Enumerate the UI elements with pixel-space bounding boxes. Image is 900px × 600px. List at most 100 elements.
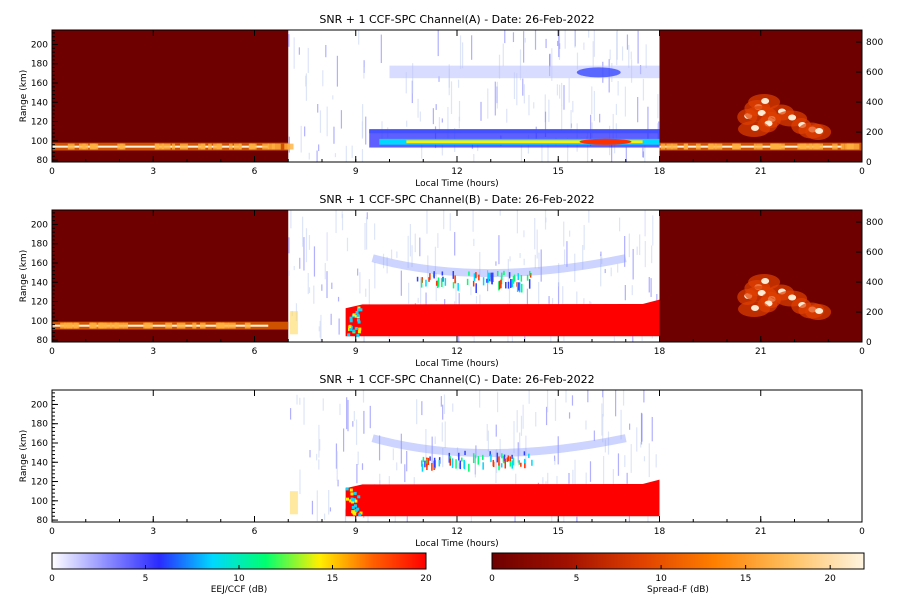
arc-echo-cell [526, 274, 529, 281]
noise-streak [544, 94, 546, 123]
arc-echo-cell [518, 460, 521, 465]
noise-streak [622, 390, 625, 406]
noise-streak [624, 86, 626, 117]
noise-streak [516, 210, 519, 234]
noise-streak [504, 30, 506, 44]
arc-echo-cell [528, 279, 531, 289]
noise-streak [540, 249, 542, 282]
noise-streak [343, 428, 345, 452]
x-tick-label: 3 [150, 167, 156, 177]
noise-streak [380, 34, 382, 64]
y-tick-label: 200 [31, 400, 48, 410]
x-tick-label: 0 [859, 527, 865, 537]
noise-streak [359, 272, 361, 294]
noise-streak [329, 507, 332, 512]
arc-echo-cell [507, 455, 510, 462]
arc-echo-cell [518, 282, 521, 293]
noise-streak [458, 116, 460, 129]
eej-edge-speck [356, 333, 360, 337]
noise-streak [559, 84, 561, 99]
night-layer-speck [92, 143, 97, 150]
noise-streak [624, 285, 626, 301]
x-tick-label: 0 [49, 527, 55, 537]
noise-streak [407, 235, 409, 269]
night-layer-speck [110, 322, 117, 329]
x-axis-label: Local Time (hours) [415, 539, 498, 549]
night-layer-speck [707, 143, 717, 150]
arc-echo-cell [429, 273, 431, 280]
noise-streak [617, 263, 619, 273]
noise-streak [563, 85, 565, 110]
noise-streak [576, 52, 579, 70]
x-tick-label: 21 [755, 527, 766, 537]
noise-streak [544, 111, 547, 138]
noise-streak [382, 253, 385, 269]
noise-streak [420, 277, 422, 306]
arc-echo-cell [463, 461, 466, 470]
noise-streak [562, 286, 564, 311]
eej-onset [289, 491, 298, 515]
noise-streak [570, 110, 572, 133]
noise-streak [364, 223, 366, 250]
night-layer-speck [753, 143, 757, 150]
arc-echo-cell [511, 460, 514, 469]
noise-streak [636, 246, 638, 255]
x-tick-label: 12 [451, 347, 462, 357]
arc-echo-cell [489, 451, 491, 456]
night-layer-speck [192, 322, 197, 329]
noise-streak [512, 32, 515, 43]
arc-echo-cell [482, 462, 484, 470]
colorbar-1: 0 5 10 15 20 Spread-F (dB) [489, 552, 865, 595]
noise-streak [456, 447, 459, 457]
eej-edge-speck [347, 333, 351, 337]
noise-streak [545, 38, 547, 49]
noise-streak [617, 453, 620, 476]
x-tick-label: 9 [353, 167, 359, 177]
noise-streak [593, 430, 595, 441]
noise-streak [337, 479, 339, 487]
arc-echo-cell [487, 272, 490, 283]
noise-streak [602, 390, 604, 398]
y-tick-label: 100 [31, 497, 48, 507]
arc-echo-cell [509, 456, 512, 467]
noise-streak [645, 44, 647, 69]
noise-streak [567, 152, 569, 162]
arc-echo-cell [529, 273, 532, 278]
night-layer-speck [271, 143, 281, 150]
eej-edge-speck [349, 328, 353, 332]
noise-streak [495, 424, 497, 437]
arc-echo-cell [449, 458, 452, 466]
noise-streak [553, 455, 556, 462]
arc-echo-cell [438, 460, 441, 467]
noise-streak [557, 282, 560, 312]
y-tick-label: 180 [31, 60, 48, 70]
noise-streak [322, 70, 324, 87]
noise-streak [506, 108, 508, 123]
arc-echo-cell [490, 454, 492, 463]
noise-streak [525, 435, 527, 468]
eej-upper-edge [369, 129, 660, 134]
noise-streak [390, 249, 393, 260]
noise-streak [630, 444, 632, 473]
noise-streak [365, 288, 367, 297]
noise-streak [569, 230, 571, 237]
y-tick-label: 80 [37, 156, 49, 166]
night-layer-speck [660, 143, 666, 150]
noise-streak [457, 79, 460, 88]
night-layer-speck [852, 143, 860, 150]
arc-echo-cell [496, 270, 499, 277]
eej-edge-speck [349, 319, 353, 323]
noise-streak [642, 147, 644, 158]
y-tick-label: 120 [31, 118, 48, 128]
noise-streak [442, 448, 444, 468]
noise-streak [641, 332, 643, 341]
noise-streak [563, 512, 565, 522]
noise-streak [307, 47, 309, 73]
night-layer-speck [671, 143, 678, 150]
eej-edge-speck [349, 316, 353, 320]
noise-streak [587, 390, 589, 403]
eej-edge-speck [357, 330, 361, 334]
arc-echo-cell [531, 459, 533, 466]
noise-streak [495, 450, 497, 484]
colorbar-tick-label: 20 [420, 574, 432, 584]
